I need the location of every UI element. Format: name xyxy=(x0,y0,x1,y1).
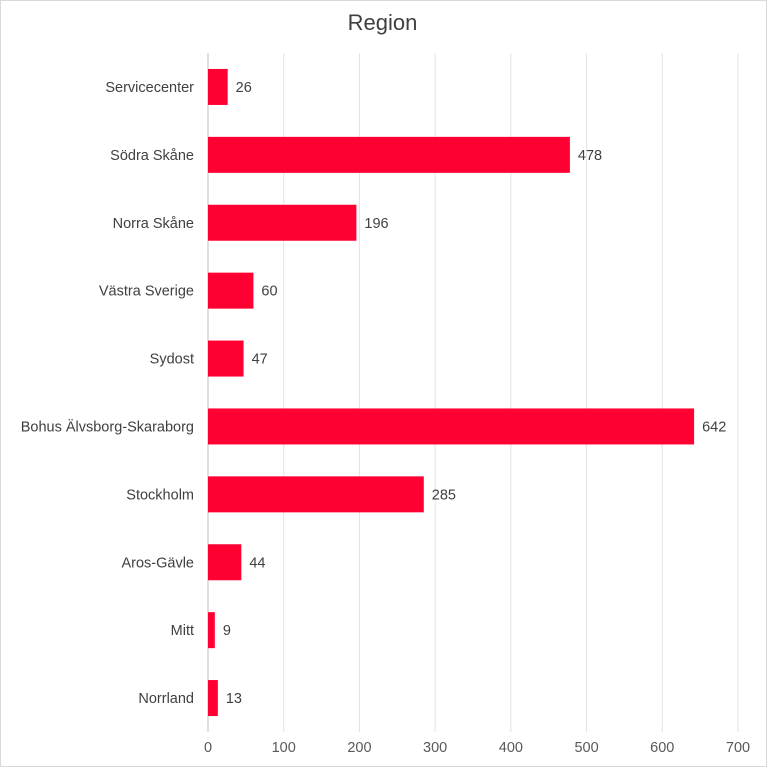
bar xyxy=(208,204,357,241)
x-tick-label: 400 xyxy=(499,740,523,756)
bar xyxy=(208,680,218,717)
category-label: Norrland xyxy=(138,691,194,707)
bar xyxy=(208,544,242,581)
data-label: 26 xyxy=(236,80,252,96)
data-label: 9 xyxy=(223,623,231,639)
category-label: Norra Skåne xyxy=(113,216,194,232)
bar xyxy=(208,408,695,445)
x-tick-label: 300 xyxy=(423,740,447,756)
category-label: Bohus Älvsborg-Skaraborg xyxy=(21,418,194,435)
category-label: Västra Sverige xyxy=(99,284,194,300)
category-label: Aros-Gävle xyxy=(121,555,194,571)
category-label: Mitt xyxy=(171,623,194,639)
data-label: 642 xyxy=(702,419,726,435)
bar xyxy=(208,68,228,105)
bar xyxy=(208,476,424,513)
x-tick-label: 200 xyxy=(347,740,371,756)
category-label: Stockholm xyxy=(126,487,194,503)
data-label: 196 xyxy=(364,216,388,232)
x-tick-label: 600 xyxy=(650,740,674,756)
x-tick-label: 500 xyxy=(574,740,598,756)
data-label: 44 xyxy=(249,555,265,571)
data-label: 13 xyxy=(226,691,242,707)
data-label: 60 xyxy=(261,284,277,300)
x-axis-ticks: 0 100 200 300 400 500 600 700 xyxy=(204,740,750,756)
x-tick-label: 700 xyxy=(726,740,750,756)
data-label: 478 xyxy=(578,148,602,164)
bar xyxy=(208,272,254,309)
category-label: Södra Skåne xyxy=(110,148,194,164)
category-label: Servicecenter xyxy=(105,80,194,96)
bar xyxy=(208,340,244,377)
category-label: Sydost xyxy=(150,352,194,368)
bar xyxy=(208,612,215,649)
bar xyxy=(208,136,570,173)
chart-title: Region xyxy=(347,10,418,35)
x-tick-label: 100 xyxy=(272,740,296,756)
x-tick-label: 0 xyxy=(204,740,212,756)
data-label: 47 xyxy=(252,352,268,368)
labels: Servicecenter 26 Södra Skåne 478 Norra Skåne… xyxy=(21,80,727,707)
bars xyxy=(208,68,695,717)
data-label: 285 xyxy=(432,487,456,503)
